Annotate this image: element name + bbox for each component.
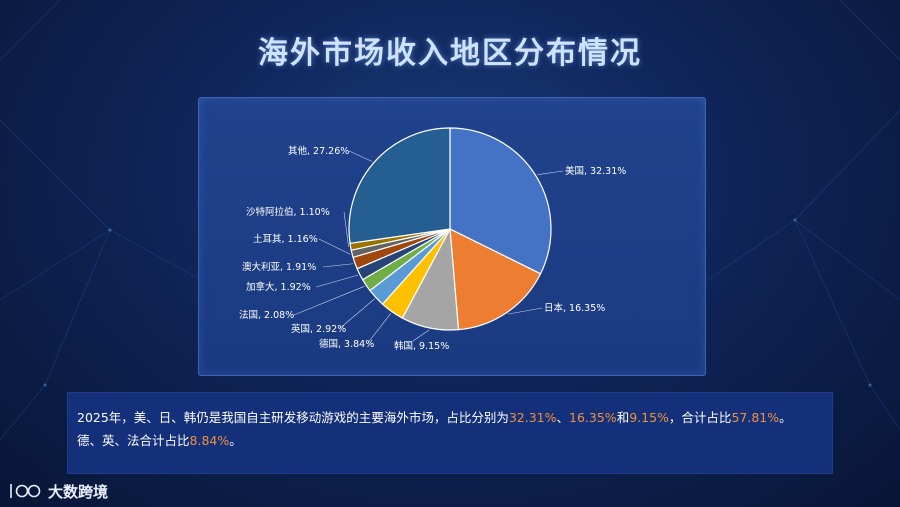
highlight-value: 9.15% bbox=[629, 410, 669, 425]
leader-line-6 bbox=[315, 274, 358, 288]
logo-text: 大数跨境 bbox=[48, 482, 109, 501]
pie-label-2: 韩国, 9.15% bbox=[394, 340, 449, 352]
highlight-value: 32.31% bbox=[508, 410, 557, 425]
pie-slice-10 bbox=[348, 127, 451, 244]
summary-text: 2025年，美、日、韩仍是我国自主研发移动游戏的主要海外市场，占比分别为 bbox=[77, 410, 509, 425]
summary-text: 。 bbox=[229, 433, 242, 448]
highlight-value: 8.84% bbox=[189, 433, 230, 448]
summary-line-2: 德、英、法合计占比8.84%。 bbox=[77, 429, 822, 452]
pie-label-1: 日本, 16.35% bbox=[544, 302, 605, 314]
pie-slice-1 bbox=[449, 227, 542, 331]
leader-line-0 bbox=[537, 170, 564, 175]
summary-text: ，合计占比 bbox=[668, 410, 732, 425]
leader-line-8 bbox=[318, 238, 351, 255]
pie-label-10: 其他, 27.26% bbox=[288, 145, 349, 157]
leader-line-2 bbox=[412, 329, 430, 342]
chart-panel: 美国, 32.31% 日本, 16.35% 韩国, 9.15% 德国, 3.84% 英国… bbox=[198, 97, 706, 376]
leader-line-5 bbox=[293, 286, 365, 316]
leader-line-9 bbox=[343, 211, 349, 248]
pie-label-6: 加拿大, 1.92% bbox=[246, 281, 311, 293]
pie-label-8: 土耳其, 1.16% bbox=[253, 233, 318, 245]
pie-label-3: 德国, 3.84% bbox=[319, 338, 374, 350]
leader-line-3 bbox=[366, 313, 392, 345]
pie-label-5: 法国, 2.08% bbox=[239, 309, 294, 321]
pie-label-9: 沙特阿拉伯, 1.10% bbox=[246, 206, 330, 218]
logo-icon bbox=[10, 484, 41, 498]
brand-logo: 大数跨境 bbox=[8, 476, 108, 506]
highlight-value: 16.35% bbox=[569, 410, 617, 425]
summary-line-1: 2025年，美、日、韩仍是我国自主研发移动游戏的主要海外市场，占比分别为32.3… bbox=[77, 406, 822, 429]
summary-text: 、 bbox=[556, 410, 570, 425]
leader-line-4 bbox=[338, 298, 375, 330]
leader-line-1 bbox=[507, 307, 543, 315]
highlight-value: 57.81% bbox=[731, 410, 780, 425]
leader-line-10 bbox=[348, 150, 373, 162]
page-title: 海外市场收入地区分布情况 bbox=[258, 36, 642, 71]
pie-label-7: 澳大利亚, 1.91% bbox=[242, 261, 316, 273]
summary-text: 德、英、法合计占比 bbox=[77, 433, 190, 448]
pie-slice-0 bbox=[449, 127, 552, 275]
summary-box: 2025年，美、日、韩仍是我国自主研发移动游戏的主要海外市场，占比分别为32.3… bbox=[67, 392, 833, 474]
summary-text: 和 bbox=[616, 410, 630, 425]
pie-label-4: 英国, 2.92% bbox=[291, 323, 346, 335]
pie-label-0: 美国, 32.31% bbox=[565, 165, 626, 177]
summary-text: 。 bbox=[779, 410, 792, 425]
leader-line-7 bbox=[322, 263, 354, 268]
pie-chart: 美国, 32.31% 日本, 16.35% 韩国, 9.15% 德国, 3.84% 英国… bbox=[239, 127, 626, 352]
